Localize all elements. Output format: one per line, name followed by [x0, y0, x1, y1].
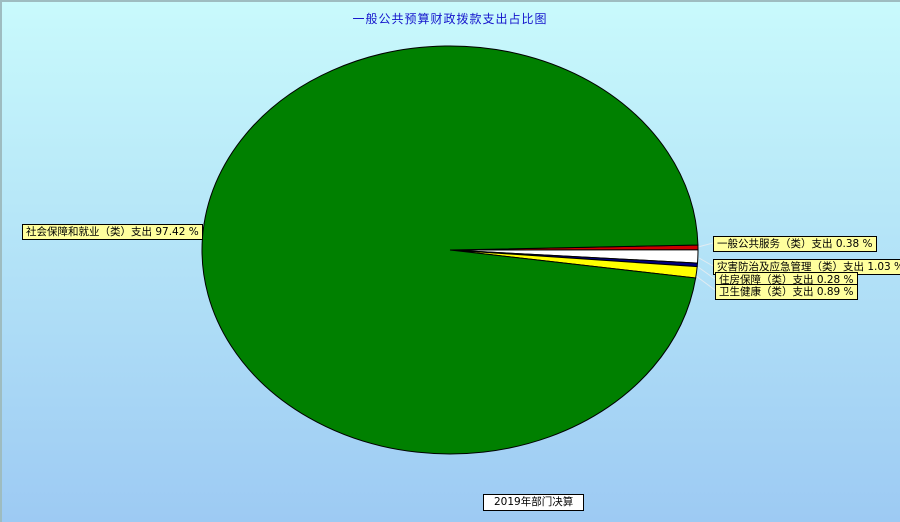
footer-badge-year: 2019年部门决算 — [483, 494, 585, 511]
pie-slices-group — [201, 45, 699, 455]
chart-title: 一般公共预算财政拨款支出占比图 — [352, 12, 548, 26]
pie-slice-label-general-public-services: 一般公共服务（类）支出 0.38 % — [713, 236, 877, 252]
leader-line-r3 — [697, 266, 716, 280]
pie-slice-label-social-security-employment: 社会保障和就业（类）支出 97.42 % — [22, 224, 203, 240]
leader-line-r2 — [698, 257, 714, 267]
leader-line-r4 — [695, 275, 716, 291]
leader-line-r1 — [697, 242, 714, 248]
pie-slice-label-health: 卫生健康（类）支出 0.89 % — [715, 284, 858, 300]
pie-slice-label-disaster-prevention-emergency: 灾害防治及应急管理（类）支出 1.03 % — [713, 259, 900, 275]
